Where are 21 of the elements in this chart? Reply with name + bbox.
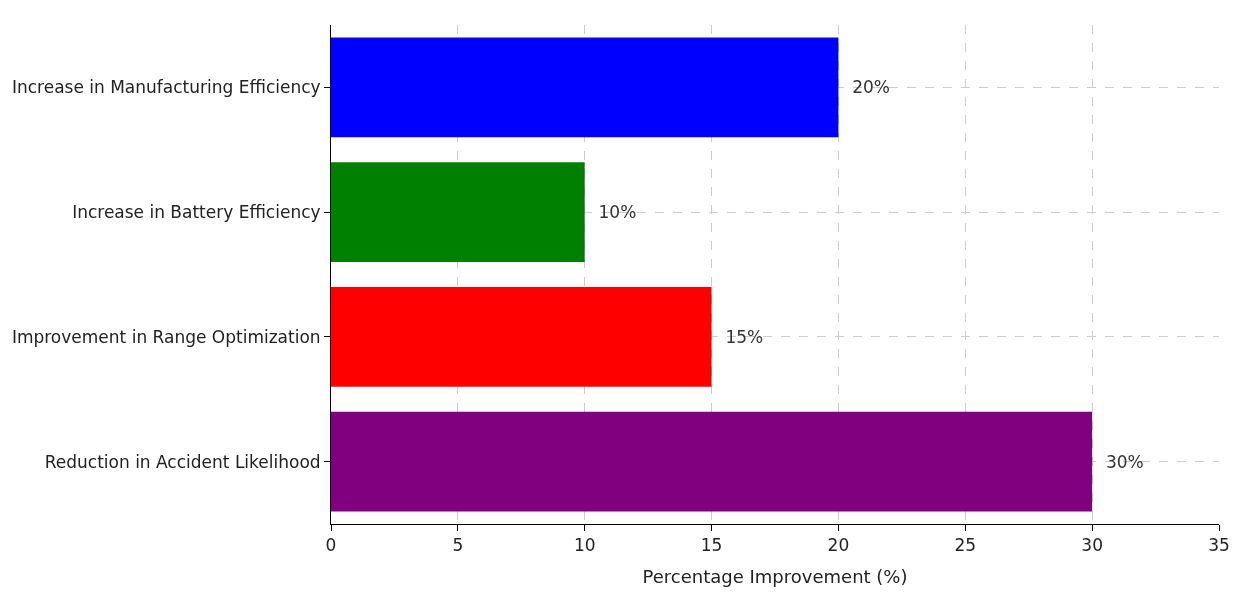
- y-tick-label: Increase in Manufacturing Efficiency: [11, 77, 321, 98]
- x-axis-title: Percentage Improvement (%): [642, 565, 908, 587]
- data-label: 10%: [587, 202, 637, 223]
- bar: [331, 162, 585, 263]
- data-label: 30%: [1095, 451, 1144, 472]
- x-tick-label: 0: [325, 535, 337, 556]
- x-tick-label: 10: [573, 535, 596, 556]
- y-tick-label: Improvement in Range Optimization: [11, 326, 321, 347]
- data-label: 15%: [714, 326, 764, 347]
- bar: [331, 37, 839, 138]
- x-tick-label: 25: [954, 535, 977, 556]
- y-tick-label: Reduction in Accident Likelihood: [44, 451, 321, 472]
- x-tick-label: 15: [700, 535, 723, 556]
- x-tick-label: 35: [1208, 535, 1230, 556]
- x-tick-label: 30: [1081, 535, 1103, 556]
- data-label: 20%: [841, 77, 891, 98]
- x-tick-label: 5: [452, 535, 464, 556]
- y-tick-label: Increase in Battery Efficiency: [72, 202, 321, 223]
- bar: [331, 286, 712, 387]
- bar: [331, 411, 1093, 512]
- x-tick-label: 20: [827, 535, 850, 556]
